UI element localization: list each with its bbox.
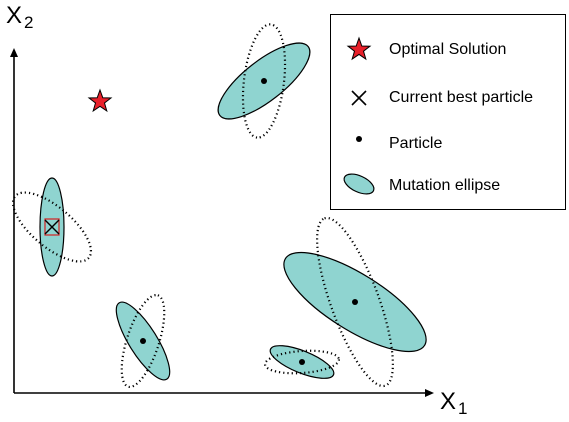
- legend: Optimal Solution Current best particle P…: [330, 14, 566, 210]
- particle-dot-icon: [352, 299, 358, 305]
- best-particle-box: [44, 218, 60, 236]
- cross-marker-icon: [351, 90, 367, 106]
- particle-dot-icon: [261, 78, 267, 84]
- optimal-solution-star-icon: [87, 88, 113, 113]
- mutation-ellipse-dotted: [120, 293, 166, 389]
- particle-left-best: [11, 177, 93, 277]
- particle-bottom-left: [115, 293, 171, 389]
- particle-right-large: [283, 216, 427, 388]
- particle-top-center: [217, 23, 311, 139]
- best-particle-cross-line: [44, 219, 60, 235]
- legend-label: Current best particle: [389, 89, 534, 106]
- particle-bottom-right-small: [263, 345, 341, 379]
- particle-dot-icon: [140, 338, 146, 344]
- legend-item-mutation-ellipse: Mutation ellipse: [331, 169, 567, 205]
- legend-item-particle: Particle: [331, 127, 567, 163]
- particle-dot-icon: [299, 359, 305, 365]
- dot-marker-icon: [356, 136, 362, 142]
- x-axis-label-subscript: 1: [458, 399, 468, 418]
- ellipse-icon: [343, 173, 375, 195]
- mutation-ellipse-dotted: [316, 216, 394, 388]
- y-axis-label-main: X: [6, 2, 23, 29]
- red-star-icon: [346, 36, 372, 61]
- mutation-ellipse-dotted: [241, 23, 287, 139]
- legend-label: Optimal Solution: [389, 41, 507, 58]
- mutation-ellipse-dotted: [263, 349, 341, 375]
- legend-item-optimal-solution: Optimal Solution: [331, 33, 567, 69]
- legend-label: Particle: [389, 135, 443, 152]
- x-axis-label-main: X: [440, 388, 457, 415]
- legend-item-current-best: Current best particle: [331, 81, 567, 117]
- y-axis-label-subscript: 2: [24, 13, 34, 32]
- legend-label: Mutation ellipse: [389, 177, 501, 194]
